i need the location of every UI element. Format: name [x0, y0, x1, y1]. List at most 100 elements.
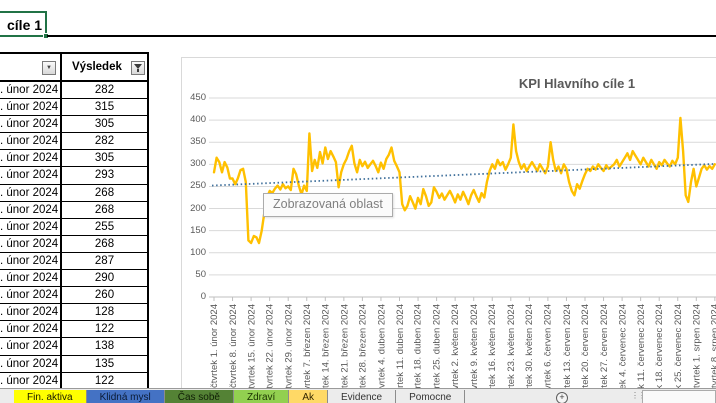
sheet-tab-klidn-mysl[interactable]: Klidná mysl	[86, 390, 165, 403]
value-cell[interactable]: 293	[94, 169, 115, 182]
chart-title: KPI Hlavního cíle 1	[518, 76, 636, 91]
date-cell[interactable]: . únor 2024	[0, 252, 62, 270]
date-cell[interactable]: . únor 2024	[0, 321, 62, 338]
x-axis-tick-label: čtvrtek 25. duben 2024	[431, 304, 443, 401]
table-row[interactable]: . únor 2024 287	[0, 252, 147, 271]
value-cell[interactable]: 290	[94, 272, 115, 285]
x-axis-tick-label: čtvrtek 4. duben 2024	[375, 304, 387, 396]
value-cell[interactable]: 128	[94, 306, 115, 319]
sheet-tab-ak[interactable]: Ak	[289, 390, 328, 403]
date-cell[interactable]: . únor 2024	[0, 133, 62, 150]
date-cell[interactable]: . únor 2024	[0, 304, 62, 321]
y-axis-tick-label: 200	[190, 202, 206, 214]
date-cell[interactable]: . únor 2024	[0, 150, 62, 167]
value-cell[interactable]: 255	[94, 220, 115, 233]
table-row[interactable]: . únor 2024 135	[0, 355, 147, 373]
table-row[interactable]: . únor 2024 122	[0, 321, 147, 339]
table-row[interactable]: . únor 2024 128	[0, 304, 147, 322]
value-cell[interactable]: 122	[94, 374, 115, 387]
value-cell[interactable]: 122	[94, 323, 115, 336]
y-axis-tick-label: 300	[190, 158, 206, 170]
table-row[interactable]: . únor 2024 268	[0, 201, 147, 219]
sheet-tab-zdrav-[interactable]: Zdraví	[233, 390, 290, 403]
x-axis-tick-label: čtvrtek 6. červen 2024	[542, 304, 554, 398]
date-cell[interactable]: . únor 2024	[0, 338, 62, 355]
table-row[interactable]: . únor 2024 260	[0, 287, 147, 305]
value-cell[interactable]: 305	[94, 152, 115, 165]
value-cell[interactable]: 268	[94, 186, 115, 199]
x-axis-tick-label: čtvrtek 29. únor 2024	[283, 304, 295, 394]
value-cell[interactable]: 260	[94, 289, 115, 302]
table-row[interactable]: . únor 2024 268	[0, 235, 147, 253]
y-axis-tick-label: 0	[200, 291, 206, 302]
x-axis-tick-label: čtvrtek 9. květen 2024	[468, 304, 480, 397]
horizontal-scrollbar[interactable]	[642, 390, 716, 403]
value-cell[interactable]: 268	[94, 237, 115, 250]
x-axis-tick-label: čtvrtek 18. duben 2024	[413, 304, 425, 401]
kpi-series-line[interactable]	[212, 116, 716, 245]
table-row[interactable]: . únor 2024 255	[0, 218, 147, 236]
value-cell[interactable]: 287	[94, 254, 115, 267]
chart-plot-area	[209, 97, 716, 301]
row-border-line	[47, 35, 716, 37]
date-cell[interactable]: . únor 2024	[0, 184, 62, 201]
sheet-tab--as-sob-[interactable]: Čas sobě	[164, 390, 234, 403]
table-row[interactable]: . únor 2024 315	[0, 99, 147, 117]
date-cell[interactable]: . únor 2024	[0, 201, 62, 218]
result-column-header[interactable]: Výsledek	[62, 54, 147, 80]
date-cell[interactable]: . únor 2024	[0, 167, 62, 184]
table-row[interactable]: . únor 2024 305	[0, 150, 147, 168]
active-cell[interactable]: cíle 1	[0, 11, 49, 39]
date-cell[interactable]: . únor 2024	[0, 82, 62, 99]
table-body: . únor 2024 282 . únor 2024 315 . únor 2024 3…	[0, 82, 147, 390]
table-row[interactable]: . únor 2024 305	[0, 116, 147, 134]
active-cell-text: cíle 1	[7, 17, 43, 33]
x-axis-tick-label: čtvrtek 8. únor 2024	[227, 304, 239, 388]
value-cell[interactable]: 282	[94, 135, 115, 148]
sheet-tab-bar: Fin. aktiva Klidná mysl Čas sobě Zdraví Ak Ev…	[0, 388, 716, 403]
kpi-chart[interactable]: KPI Hlavního cíle 1 450 400 350 300 250 200 15…	[181, 57, 716, 403]
x-axis-tick-label: čtvrtek 2. květen 2024	[450, 304, 462, 397]
table-row[interactable]: . únor 2024 290	[0, 270, 147, 288]
x-axis-tick-label: čtvrtek 22. únor 2024	[264, 304, 276, 394]
chart-tooltip: Zobrazovaná oblast	[263, 193, 393, 217]
table-row[interactable]: . únor 2024 122	[0, 372, 147, 390]
sheet-tabs: Fin. aktiva Klidná mysl Čas sobě Zdraví Ak Ev…	[14, 390, 466, 403]
y-axis-tick-label: 400	[190, 114, 206, 126]
value-cell[interactable]: 135	[94, 357, 115, 370]
add-sheet-button[interactable]: +	[556, 392, 568, 403]
y-axis-tick-label: 350	[190, 136, 206, 148]
date-column-header[interactable]: ▼	[0, 54, 62, 80]
table-row[interactable]: . únor 2024 293	[0, 167, 147, 185]
y-axis-tick-label: 50	[195, 268, 206, 280]
x-axis-tick-label: čtvrtek 7. březen 2024	[301, 304, 313, 398]
date-cell[interactable]: . únor 2024	[0, 99, 62, 116]
results-table: ▼ Výsledek . únor 2024 282 . únor 2024 315.…	[0, 52, 149, 392]
trendline[interactable]	[211, 162, 716, 187]
table-row[interactable]: . únor 2024 138	[0, 338, 147, 356]
value-cell[interactable]: 268	[94, 203, 115, 216]
table-row[interactable]: . únor 2024 282	[0, 82, 147, 100]
tab-splitter-handle[interactable]: ⋮⋮	[631, 391, 646, 400]
table-row[interactable]: . únor 2024 282	[0, 133, 147, 151]
filter-applied-icon[interactable]	[131, 61, 145, 75]
value-cell[interactable]: 315	[94, 101, 115, 114]
value-cell[interactable]: 305	[94, 118, 115, 131]
date-cell[interactable]: . únor 2024	[0, 287, 62, 304]
x-axis-tick-label: čtvrtek 1. únor 2024	[209, 304, 220, 388]
date-cell[interactable]: . únor 2024	[0, 372, 62, 390]
y-axis-tick-label: 100	[190, 246, 206, 258]
date-cell[interactable]: . únor 2024	[0, 270, 62, 287]
date-cell[interactable]: . únor 2024	[0, 235, 62, 252]
sheet-tab-pomocne[interactable]: Pomocne	[396, 390, 466, 403]
date-cell[interactable]: . únor 2024	[0, 116, 62, 133]
value-cell[interactable]: 138	[94, 340, 115, 353]
filter-dropdown-icon[interactable]: ▼	[42, 61, 56, 75]
sheet-tab-evidence[interactable]: Evidence	[327, 390, 397, 403]
date-cell[interactable]: . únor 2024	[0, 355, 62, 372]
value-cell[interactable]: 282	[94, 84, 115, 96]
sheet-tab-fin-aktiva[interactable]: Fin. aktiva	[14, 390, 87, 403]
table-row[interactable]: . únor 2024 268	[0, 184, 147, 202]
date-cell[interactable]: . únor 2024	[0, 218, 62, 235]
